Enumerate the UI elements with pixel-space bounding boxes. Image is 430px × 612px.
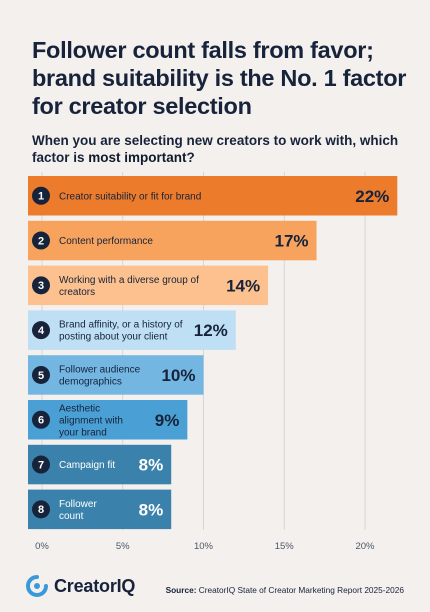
rank-number: 4 [38, 325, 45, 337]
bar [28, 310, 236, 350]
bar-value-label: 17% [275, 232, 309, 251]
x-tick-label: 10% [194, 541, 214, 552]
x-tick-label: 20% [355, 541, 375, 552]
bar [28, 265, 269, 306]
brand-logo: CreatorIQ [26, 575, 135, 597]
source-label: Source: [165, 585, 197, 595]
page-title: Follower count falls from favor; brand s… [32, 37, 407, 119]
bar-category-label: Creator suitability or fit for brand [59, 191, 201, 202]
bar-value-label: 9% [155, 411, 180, 430]
rank-number: 1 [38, 191, 44, 203]
bar-category-label: Content performance [59, 236, 153, 247]
bar [28, 220, 317, 261]
rank-badge [32, 276, 50, 295]
bar-category-label: Aesthetic alignment with your brand [59, 403, 123, 438]
rank-badge [32, 186, 50, 205]
rank-number: 7 [38, 459, 44, 471]
bar-value-label: 12% [194, 321, 228, 340]
subtitle-end: ? [186, 150, 195, 165]
rank-badge [32, 321, 50, 340]
bar-value-label: 8% [139, 456, 164, 475]
creatoriq-logo-icon [26, 575, 48, 597]
bar [28, 489, 172, 530]
bar-category-label: Brand affinity, or a history of posting a… [59, 320, 183, 343]
subtitle-emphasis: most important [88, 150, 187, 165]
brand-name: CreatorIQ [54, 575, 136, 596]
subtitle-text: When you are selecting new creators to w… [32, 133, 399, 165]
bar [28, 176, 398, 216]
bar [28, 400, 188, 440]
source-note: Source: CreatorIQ State of Creator Marke… [166, 585, 404, 595]
source-text: CreatorIQ State of Creator Marketing Rep… [196, 585, 404, 595]
bar-category-label: Working with a diverse group of creators [59, 275, 199, 298]
bar-value-label: 10% [161, 366, 195, 385]
bar [28, 355, 204, 395]
rank-number: 5 [38, 370, 44, 382]
bar [28, 444, 172, 485]
x-tick-label: 0% [35, 541, 49, 552]
bar-value-label: 14% [226, 276, 260, 295]
rank-badge [32, 231, 50, 250]
rank-badge [32, 365, 50, 384]
bar-category-label: Follower count [59, 499, 97, 522]
rank-badge [32, 455, 50, 474]
rank-number: 3 [38, 280, 44, 292]
x-tick-label: 15% [275, 541, 295, 552]
bar-category-label: Follower audience demographics [59, 364, 141, 387]
x-tick-label: 5% [116, 541, 130, 552]
bar-value-label: 8% [139, 500, 164, 519]
rank-number: 2 [38, 235, 44, 247]
rank-number: 8 [38, 504, 44, 516]
rank-number: 6 [38, 415, 44, 427]
rank-badge [32, 410, 50, 429]
chart-subtitle: When you are selecting new creators to w… [32, 132, 412, 166]
bar-value-label: 22% [355, 187, 389, 206]
bar-category-label: Campaign fit [59, 460, 115, 471]
rank-badge [32, 500, 50, 519]
